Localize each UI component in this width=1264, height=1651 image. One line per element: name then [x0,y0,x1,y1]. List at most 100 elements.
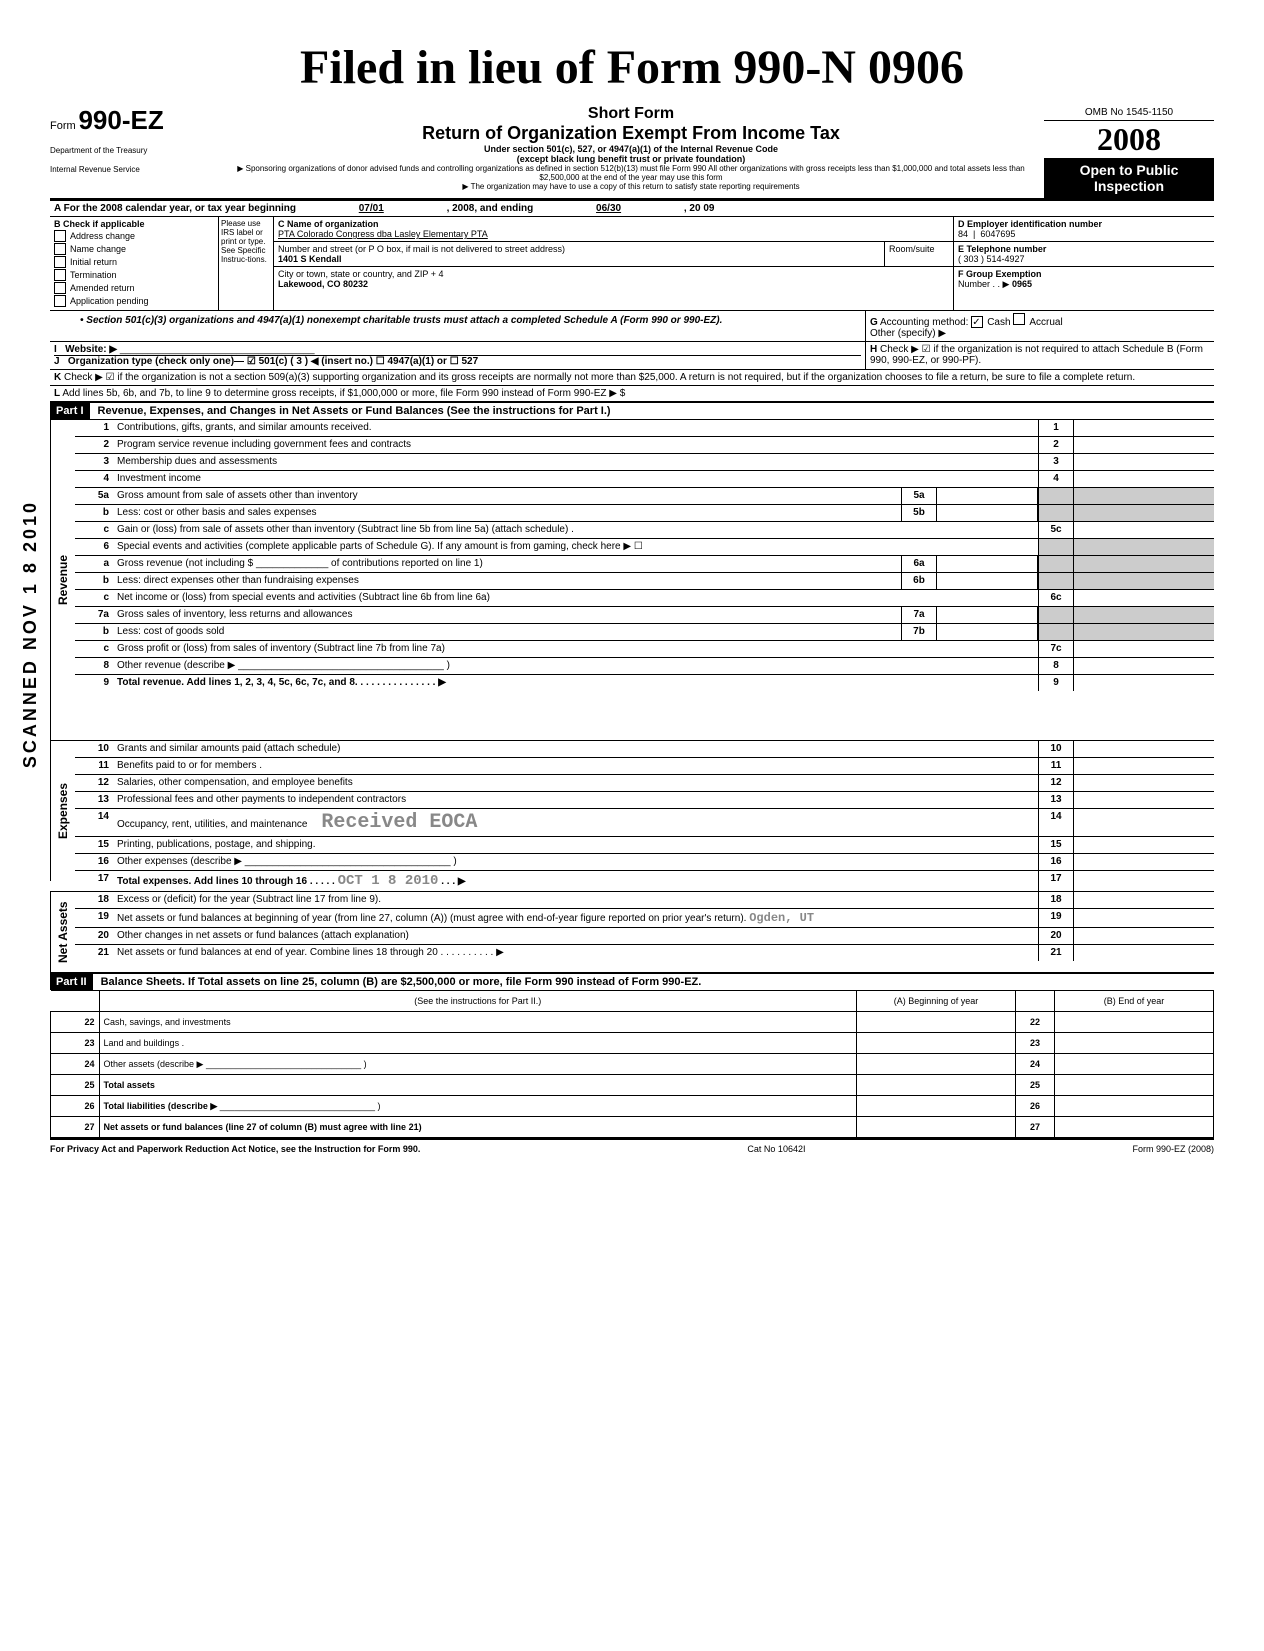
line-5a: Gross amount from sale of assets other t… [117,490,358,501]
line-16: Other expenses (describe ▶ [117,856,242,867]
part1-title: Revenue, Expenses, and Changes in Net As… [98,405,611,417]
main-title: Return of Organization Exempt From Incom… [228,123,1034,144]
footer-form: Form 990-EZ (2008) [1132,1144,1214,1154]
row-a-year: , 20 09 [684,203,715,214]
year-end: 06/30 [536,203,681,214]
check-accrual[interactable] [1013,313,1025,325]
j-label: J [54,356,60,367]
side-netassets: Net Assets [50,892,75,972]
line-5c: Gain or (loss) from sale of assets other… [117,524,574,535]
bal-24: Other assets (describe ▶ [104,1059,204,1069]
check-termination-label: Termination [70,270,117,280]
k-label: K [54,372,61,383]
cash-label: Cash [987,317,1010,328]
row-a-text: For the 2008 calendar year, or tax year … [64,203,296,214]
line-9: Total revenue. Add lines 1, 2, 3, 4, 5c,… [117,677,358,688]
row-b-header: Check if applicable [63,219,145,229]
line-1: Contributions, gifts, grants, and simila… [117,422,372,433]
stamp-received: Received EOCA [321,811,477,834]
tax-year: 2008 [1044,121,1214,158]
city: Lakewood, CO 80232 [278,279,949,289]
g-text: Accounting method: [880,317,968,328]
line-17: Total expenses. Add lines 10 through 16 [117,876,307,887]
line-2: Program service revenue including govern… [117,439,411,450]
check-cash[interactable] [971,316,983,328]
row-a-label: A [54,203,61,214]
form-prefix: Form [50,120,76,132]
i-text: Website: ▶ [65,344,117,355]
c-label: C Name of organization [278,219,949,229]
handwritten-note: Filed in lieu of Form 990-N 0906 [50,40,1214,95]
part2-label: Part II [50,974,93,990]
line-13: Professional fees and other payments to … [117,794,406,805]
bal-25: Total assets [99,1075,857,1096]
bal-22: Cash, savings, and investments [99,1012,857,1033]
omb-number: OMB No 1545-1150 [1044,105,1214,121]
check-pending-label: Application pending [70,296,149,306]
dept-irs: Internal Revenue Service [50,165,210,174]
stamp-date: OCT 1 8 2010 [338,873,439,889]
check-termination[interactable] [54,269,66,281]
stamp-ogden: Ogden, UT [749,911,814,925]
footer-privacy: For Privacy Act and Paperwork Reduction … [50,1144,420,1154]
line-12: Salaries, other compensation, and employ… [117,777,353,788]
f-label2: Number . . ▶ [958,279,1009,289]
bal-23: Land and buildings . [99,1033,857,1054]
side-expenses: Expenses [50,741,75,881]
col-b-header: (B) End of year [1055,991,1214,1012]
balance-table: (See the instructions for Part II.) (A) … [50,990,1214,1138]
subtitle-2: (except black lung benefit trust or priv… [228,154,1034,164]
h-label: H [870,344,877,355]
line-6b: Less: direct expenses other than fundrai… [117,575,359,586]
inspection: Inspection [1048,178,1210,194]
label-instructions: Please use IRS label or print or type. S… [219,217,274,310]
bal-27: Net assets or fund balances (line 27 of … [99,1117,857,1138]
dept-treasury: Department of the Treasury [50,146,210,155]
row-b-label: B [54,219,61,229]
i-label: I [54,344,57,355]
l-label: L [54,388,60,399]
part2-instr: (See the instructions for Part II.) [99,991,857,1012]
org-name: PTA Colorado Congress dba Lasley Element… [278,229,949,239]
check-address[interactable] [54,230,66,242]
e-label: E Telephone number [958,244,1210,254]
open-public: Open to Public [1048,162,1210,178]
line-5b: Less: cost or other basis and sales expe… [117,507,317,518]
check-address-label: Address change [70,231,135,241]
check-initial-label: Initial return [70,257,117,267]
sched-a-note: • Section 501(c)(3) organizations and 49… [50,311,865,341]
line-10: Grants and similar amounts paid (attach … [117,743,340,754]
street: 1401 S Kendall [278,254,880,264]
row-a-mid: , 2008, and ending [447,203,534,214]
f-num: 0965 [1012,279,1032,289]
col-a-header: (A) Beginning of year [857,991,1016,1012]
line-4: Investment income [117,473,201,484]
line-6: Special events and activities (complete … [117,541,643,552]
line-19: Net assets or fund balances at beginning… [117,913,746,924]
check-pending[interactable] [54,295,66,307]
line-15: Printing, publications, postage, and shi… [117,839,315,850]
part2-title: Balance Sheets. If Total assets on line … [101,976,702,988]
line-7a: Gross sales of inventory, less returns a… [117,609,352,620]
form-number: 990-EZ [78,105,163,135]
check-amended-label: Amended return [70,283,135,293]
ein-2: 6047695 [980,229,1015,239]
h-text: Check ▶ ☑ if the organization is not req… [870,344,1203,366]
line-6c: Net income or (loss) from special events… [117,592,490,603]
check-initial[interactable] [54,256,66,268]
g-other: Other (specify) ▶ [870,328,1210,339]
part1-label: Part I [50,403,90,419]
check-amended[interactable] [54,282,66,294]
l-text: Add lines 5b, 6b, and 7b, to line 9 to d… [62,388,625,399]
check-name[interactable] [54,243,66,255]
line-7b: Less: cost of goods sold [117,626,224,637]
row-a: A For the 2008 calendar year, or tax yea… [50,200,1214,216]
line-7c: Gross profit or (loss) from sales of inv… [117,643,445,654]
line-18: Excess or (deficit) for the year (Subtra… [117,894,381,905]
line-14: Occupancy, rent, utilities, and maintena… [117,819,307,830]
line-11: Benefits paid to or for members . [117,760,262,771]
f-label: F Group Exemption [958,269,1210,279]
room-suite: Room/suite [884,242,953,266]
footer: For Privacy Act and Paperwork Reduction … [50,1138,1214,1154]
j-text: Organization type (check only one)— ☑ 50… [68,356,478,367]
